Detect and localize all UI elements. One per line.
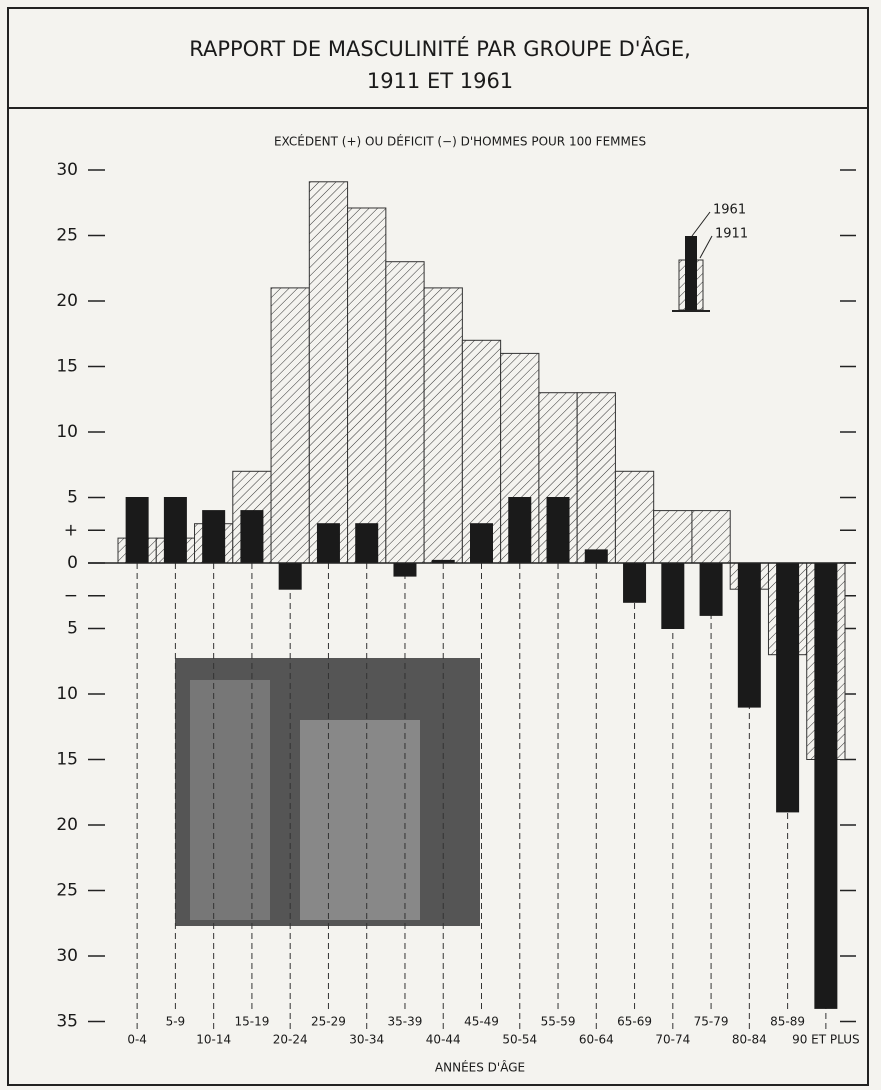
y-tick-label: − — [64, 586, 78, 606]
bar-1961 — [584, 549, 608, 564]
x-tick-label: 20-24 — [273, 1033, 308, 1047]
bar-1961 — [776, 562, 800, 813]
subtitle: EXCÉDENT (+) OU DÉFICIT (−) D'HOMMES POU… — [274, 134, 646, 149]
bar-1911 — [576, 392, 616, 564]
y-tick-label: 10 — [56, 684, 78, 704]
photo-detail — [300, 720, 420, 920]
y-tick-label: 30 — [56, 160, 78, 180]
bar-1961 — [355, 523, 379, 564]
y-tick-label: 5 — [67, 488, 78, 508]
bar-1911 — [347, 207, 387, 564]
x-tick-label: 85-89 — [770, 1015, 805, 1029]
bar-1961 — [202, 510, 226, 564]
x-tick-label: 55-59 — [541, 1015, 576, 1029]
bar-1911 — [308, 181, 349, 564]
legend-pointer — [691, 211, 711, 237]
frame — [7, 7, 869, 1086]
legend-swatch-1961 — [685, 236, 697, 310]
y-tick-label: 20 — [56, 815, 78, 835]
chart-title: RAPPORT DE MASCULINITÉ PAR GROUPE D'ÂGE, — [189, 36, 691, 61]
y-tick-label: 15 — [56, 357, 78, 377]
y-tick-label: 15 — [56, 750, 78, 770]
x-tick-label: 90 ET PLUS — [792, 1033, 860, 1047]
photo-detail — [190, 680, 270, 920]
bar-1911 — [653, 510, 693, 564]
bar-1961 — [278, 562, 302, 590]
bar-1961 — [470, 523, 493, 564]
bar-1911 — [614, 470, 655, 564]
x-tick-label: 70-74 — [655, 1033, 690, 1047]
x-tick-label: 60-64 — [579, 1033, 614, 1047]
bar-1911 — [691, 510, 731, 564]
y-tick-label: 0 — [67, 553, 78, 573]
legend-label: 1961 — [713, 203, 746, 218]
x-tick-label: 5-9 — [166, 1015, 186, 1029]
bar-1911 — [270, 287, 310, 564]
bar-1911 — [423, 287, 463, 564]
x-tick-label: 65-69 — [617, 1015, 652, 1029]
bar-1961 — [508, 497, 532, 564]
x-tick-label: 80-84 — [732, 1033, 767, 1047]
x-tick-label: 45-49 — [464, 1015, 499, 1029]
bar-1961 — [699, 562, 723, 616]
bar-1961 — [623, 562, 647, 603]
bar-1961 — [737, 562, 761, 708]
bar-1961 — [125, 497, 149, 564]
bar-1961 — [316, 523, 340, 564]
x-tick-label: 40-44 — [426, 1033, 461, 1047]
x-tick-label: 50-54 — [502, 1033, 537, 1047]
y-tick-label: 35 — [56, 1012, 78, 1032]
y-tick-label: 5 — [67, 619, 78, 639]
bar-1961 — [393, 562, 417, 577]
bar-1961 — [814, 562, 838, 1009]
x-tick-label: 15-19 — [234, 1015, 269, 1029]
x-axis-title: ANNÉES D'ÂGE — [435, 1060, 525, 1075]
bar-1961 — [240, 510, 264, 564]
x-tick-label: 35-39 — [388, 1015, 423, 1029]
y-tick-label: 30 — [56, 946, 78, 966]
x-tick-label: 10-14 — [196, 1033, 231, 1047]
y-tick-label: 20 — [56, 291, 78, 311]
legend-pointer — [699, 235, 713, 259]
x-tick-label: 75-79 — [694, 1015, 729, 1029]
bar-1911 — [385, 261, 425, 564]
chart-title: 1911 ET 1961 — [367, 69, 513, 93]
x-tick-label: 0-4 — [127, 1033, 147, 1047]
bar-1961 — [661, 562, 685, 629]
bar-1961 — [163, 497, 187, 564]
bar-1961 — [546, 497, 570, 564]
y-tick-label: 25 — [56, 881, 78, 901]
y-tick-label: + — [64, 520, 78, 540]
y-tick-label: 10 — [56, 422, 78, 442]
x-tick-label: 30-34 — [349, 1033, 384, 1047]
y-tick-label: 25 — [56, 226, 78, 246]
x-tick-label: 25-29 — [311, 1015, 346, 1029]
legend-label: 1911 — [715, 227, 748, 242]
